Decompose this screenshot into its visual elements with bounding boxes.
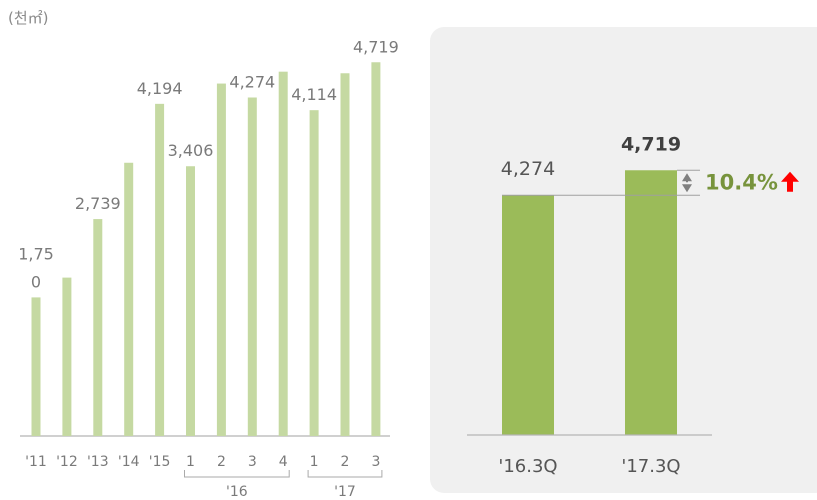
tick-label: '11 <box>25 454 47 470</box>
data-label: 4,719 <box>621 133 681 155</box>
data-label: 4,719 <box>353 37 399 56</box>
bar <box>309 110 319 436</box>
tick-label: '15 <box>149 454 171 470</box>
tick-label: '16.3Q <box>498 456 557 477</box>
arrow-head-down <box>682 184 692 193</box>
group-bracket <box>184 470 290 478</box>
tick-label: 3 <box>371 454 380 470</box>
bar <box>371 62 381 437</box>
bar <box>247 97 257 436</box>
arrow-head-up <box>682 173 692 182</box>
comparison-panel <box>430 27 817 493</box>
bar <box>186 166 195 436</box>
data-label: 4,114 <box>291 85 337 104</box>
unit-label: (천㎡) <box>8 9 49 27</box>
tick-label: 4 <box>279 454 288 470</box>
tick-label: '17.3Q <box>621 456 680 477</box>
bar <box>93 219 103 436</box>
bar <box>502 195 554 435</box>
data-label: 4,274 <box>229 72 275 91</box>
bar <box>625 170 677 435</box>
tick-label: 1 <box>186 454 195 470</box>
tick-label: 3 <box>248 454 257 470</box>
group-bracket <box>307 470 383 478</box>
bar <box>124 162 134 436</box>
bar <box>62 277 72 436</box>
tick-label: 2 <box>217 454 226 470</box>
tick-label: '14 <box>118 454 140 470</box>
bar <box>155 103 165 436</box>
bar <box>216 83 226 436</box>
bar <box>31 297 41 436</box>
up-arrow-icon <box>781 171 799 192</box>
tick-label: 1 <box>310 454 319 470</box>
data-label: 4,194 <box>137 79 183 98</box>
group-label: '16 <box>226 484 248 500</box>
data-label: 0 <box>31 272 41 291</box>
growth-label: 10.4% <box>705 171 778 195</box>
data-label: 3,406 <box>168 141 214 160</box>
data-label: 2,739 <box>75 194 121 213</box>
data-label: 1,75 <box>18 244 54 263</box>
bar <box>340 73 350 436</box>
tick-label: '13 <box>87 454 109 470</box>
tick-label: 2 <box>341 454 350 470</box>
bar <box>278 71 288 437</box>
tick-label: '12 <box>56 454 78 470</box>
group-label: '17 <box>334 484 356 500</box>
data-label: 4,274 <box>501 158 555 180</box>
